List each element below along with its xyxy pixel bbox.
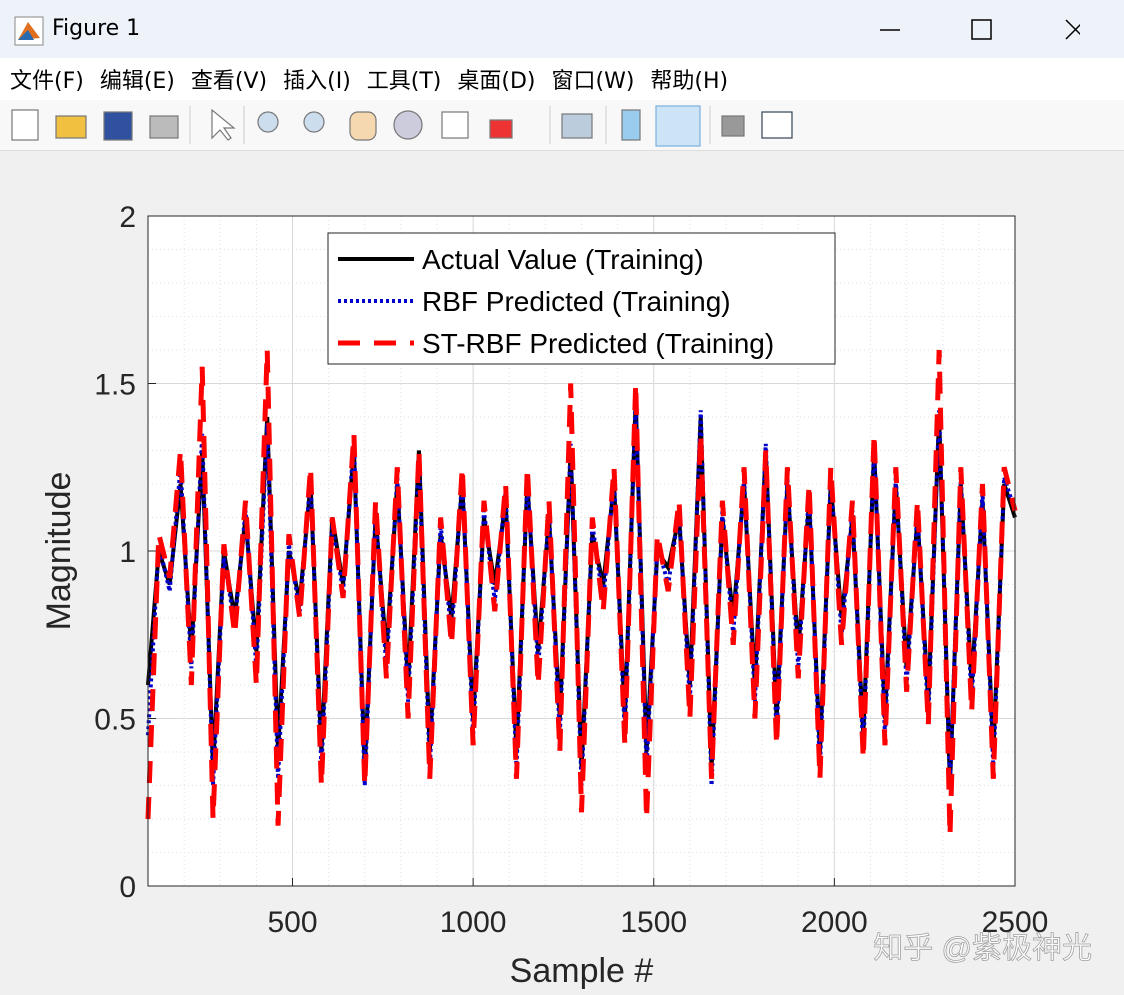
colorbar-icon[interactable] — [621, 109, 641, 141]
legend: Actual Value (Training) RBF Predicted (Tr… — [327, 232, 836, 365]
hide-icon[interactable] — [721, 115, 745, 137]
y-tick-label: 0 — [119, 871, 136, 904]
app-icon — [14, 16, 44, 46]
legend-icon[interactable] — [655, 105, 701, 147]
legend-label: RBF Predicted (Training) — [422, 286, 731, 317]
menu-item[interactable]: 桌面(D) — [457, 69, 536, 94]
menu-item[interactable]: 帮助(H) — [650, 69, 729, 94]
window-controls — [880, 19, 1080, 40]
brush-icon[interactable] — [489, 119, 513, 139]
rotate-icon[interactable] — [393, 110, 423, 140]
legend-label: Actual Value (Training) — [422, 244, 704, 275]
link-icon[interactable] — [561, 113, 593, 139]
x-tick-label: 500 — [267, 906, 317, 939]
series-line — [145, 349, 1018, 836]
menu-item[interactable]: 查看(V) — [190, 69, 268, 94]
y-tick-label: 1.5 — [94, 369, 136, 402]
menu-item[interactable]: 文件(F) — [10, 69, 84, 94]
menu-item[interactable]: 插入(I) — [283, 69, 351, 94]
x-tick-label: 2500 — [982, 906, 1049, 939]
x-tick-label: 2000 — [801, 906, 868, 939]
dock-icon[interactable] — [761, 111, 793, 139]
zoom-out-icon[interactable] — [303, 111, 325, 133]
y-axis-label: Magnitude — [40, 472, 78, 631]
toolbar-icons — [11, 105, 793, 147]
watermark: 知乎 @紫极神光 — [873, 932, 1092, 965]
datatip-icon[interactable] — [441, 111, 469, 139]
menu-item[interactable]: 窗口(W) — [551, 69, 635, 94]
pointer-icon[interactable] — [211, 108, 236, 141]
window-title: Figure 1 — [52, 16, 141, 41]
title-bar: Figure 1 — [0, 0, 1124, 58]
chart: 500 1000 1500 2000 2500 0 0.5 1 1.5 2 Sample # Magn… — [40, 201, 1092, 990]
x-axis-label: Sample # — [510, 952, 654, 990]
axes-box — [147, 215, 1016, 887]
save-icon[interactable] — [103, 111, 133, 141]
menu-item[interactable]: 工具(T) — [366, 69, 442, 94]
pan-icon[interactable] — [349, 111, 377, 141]
toolbar — [0, 100, 1124, 151]
x-tick-label: 1500 — [620, 906, 687, 939]
y-tick-label: 1 — [119, 536, 136, 569]
y-tick-label: 2 — [119, 201, 136, 234]
print-icon[interactable] — [149, 115, 179, 139]
new-icon[interactable] — [11, 109, 39, 141]
open-icon[interactable] — [55, 115, 87, 139]
menu-bar: 文件(F) 编辑(E) 查看(V) 插入(I) 工具(T) 桌面(D) 窗口(W) 帮助(H) — [0, 58, 1124, 100]
x-tick-label: 1000 — [440, 906, 507, 939]
menu-item[interactable]: 编辑(E) — [99, 69, 175, 94]
zoom-in-icon[interactable] — [257, 111, 279, 133]
legend-label: ST-RBF Predicted (Training) — [422, 328, 774, 359]
y-tick-label: 0.5 — [94, 704, 136, 737]
maximize[interactable] — [971, 19, 992, 40]
close[interactable] — [1065, 19, 1080, 40]
